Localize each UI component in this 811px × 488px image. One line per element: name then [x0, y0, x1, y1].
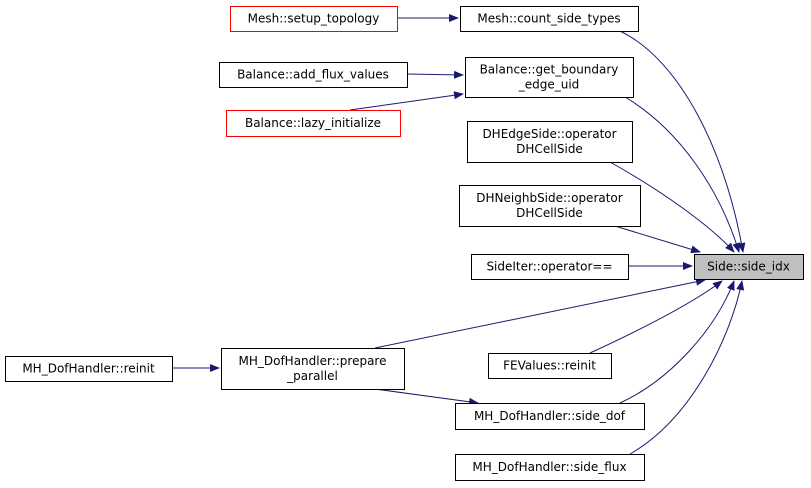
- node-side-flux[interactable]: MH_DofHandler::side_flux: [455, 454, 645, 481]
- node-label: SideIter::operator==: [486, 260, 612, 274]
- edge-count_side_types-to-side_idx: [619, 30, 746, 253]
- node-label: DHEdgeSide::operator: [482, 127, 616, 141]
- edge-dhneighbside_op-to-side_idx: [614, 225, 701, 254]
- edge-lazy_initialize-to-get_boundary_edge_uid: [349, 91, 464, 111]
- node-box: [5, 356, 173, 382]
- node-box: [694, 254, 804, 280]
- edge-side_dof-to-side_idx: [619, 280, 735, 404]
- edge-dhedgeside_op-to-side_idx: [609, 161, 735, 253]
- node-label: Mesh::setup_topology: [248, 12, 380, 26]
- node-label: DHNeighbSide::operator: [476, 191, 623, 205]
- node-box: [230, 6, 398, 32]
- node-fevalues-reinit[interactable]: FEValues::reinit: [488, 353, 612, 379]
- node-box: [459, 185, 641, 227]
- node-box: [460, 6, 639, 32]
- node-box: [219, 62, 408, 88]
- node-get-boundary-edge-uid[interactable]: Balance::get_boundary_edge_uid: [465, 57, 634, 98]
- edge-fevalues_reinit-to-side_idx: [589, 280, 723, 354]
- node-side-idx[interactable]: Side::side_idx: [694, 254, 804, 280]
- node-box: [471, 254, 629, 280]
- node-label: Side::side_idx: [707, 260, 790, 274]
- node-count-side-types[interactable]: Mesh::count_side_types: [460, 6, 639, 32]
- node-label: FEValues::reinit: [503, 359, 596, 373]
- node-box: [455, 454, 645, 481]
- node-label: _edge_uid: [518, 78, 580, 92]
- node-box: [226, 110, 401, 137]
- node-label: MH_DofHandler::side_flux: [472, 460, 626, 474]
- node-label: Mesh::count_side_types: [477, 12, 620, 26]
- edge-side_flux-to-side_idx: [629, 280, 745, 455]
- node-lazy-initialize[interactable]: Balance::lazy_initialize: [226, 110, 401, 137]
- node-label: MH_DofHandler::reinit: [22, 362, 155, 376]
- node-side-dof[interactable]: MH_DofHandler::side_dof: [455, 403, 645, 430]
- node-label: Balance::get_boundary: [480, 63, 619, 77]
- node-label: _parallel: [286, 369, 338, 383]
- node-prepare-parallel[interactable]: MH_DofHandler::prepare_parallel: [221, 348, 405, 390]
- node-add-flux-values[interactable]: Balance::add_flux_values: [219, 62, 408, 88]
- node-label: MH_DofHandler::prepare: [238, 354, 386, 368]
- edge-add_flux_values-to-get_boundary_edge_uid: [406, 70, 464, 79]
- node-box: [488, 353, 612, 379]
- node-box: [465, 57, 634, 98]
- node-setup-topology[interactable]: Mesh::setup_topology: [230, 6, 398, 32]
- node-label: DHCellSide: [516, 142, 583, 156]
- node-sideiter-op[interactable]: SideIter::operator==: [471, 254, 629, 280]
- edge-prepare_parallel-to-side_idx: [374, 277, 706, 349]
- node-label: Balance::add_flux_values: [237, 68, 389, 82]
- node-box: [455, 403, 645, 430]
- edge-get_boundary_edge_uid-to-side_idx: [624, 96, 741, 253]
- edge-prepare_parallel-to-side_dof: [374, 388, 479, 406]
- node-label: DHCellSide: [516, 206, 583, 220]
- node-mh-reinit[interactable]: MH_DofHandler::reinit: [5, 356, 173, 382]
- node-box: [221, 348, 405, 390]
- node-box: [467, 121, 633, 163]
- node-label: Balance::lazy_initialize: [245, 116, 381, 130]
- node-label: MH_DofHandler::side_dof: [474, 409, 626, 423]
